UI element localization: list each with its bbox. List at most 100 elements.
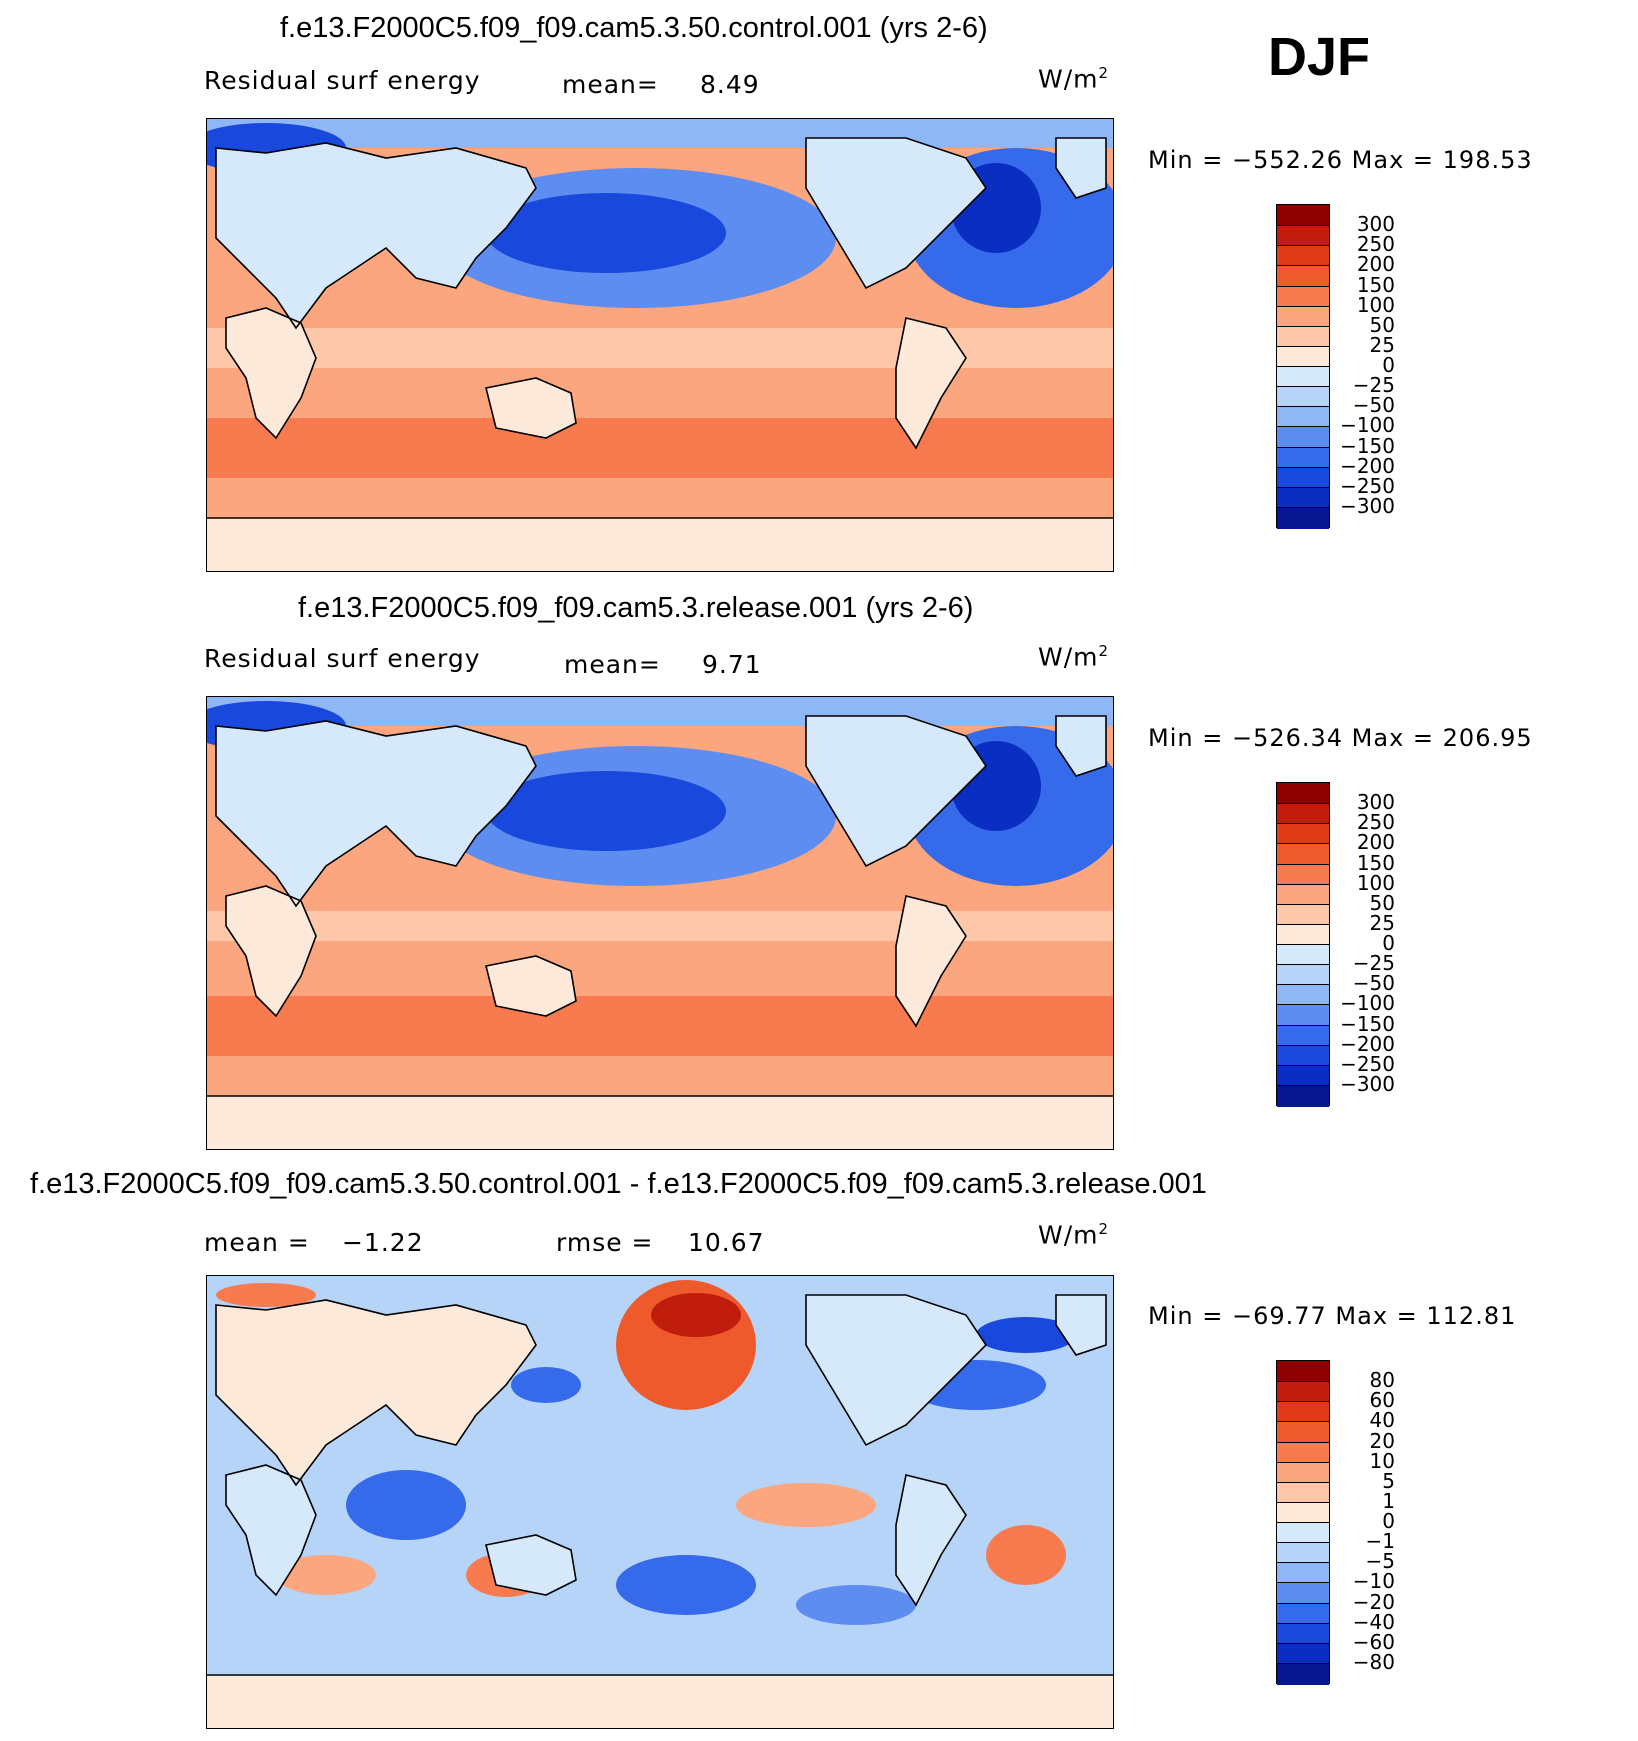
- colorbar-tick-label: 200: [1356, 252, 1395, 277]
- panel3-rmse-label: rmse =: [556, 1228, 654, 1257]
- colorbar-tick-label: 300: [1356, 212, 1395, 237]
- map-frame: [206, 696, 1114, 1150]
- colorbar-tick-label: −100: [1340, 991, 1395, 1016]
- colorbar-tick-label: −10: [1352, 1569, 1395, 1594]
- colorbar-swatch: [1277, 1542, 1329, 1564]
- north-america-continent: [806, 716, 986, 866]
- colorbar-tick-label: −250: [1340, 473, 1395, 498]
- colorbar-tick-label: 60: [1369, 1388, 1395, 1413]
- colorbar-swatch: [1277, 783, 1329, 804]
- colorbar-swatch: [1277, 205, 1329, 226]
- colorbar-tick-label: −300: [1340, 1071, 1395, 1096]
- antarctica-continent: [206, 1675, 1114, 1729]
- panel1-map: [206, 118, 1114, 572]
- colorbar-box: [1276, 1360, 1330, 1685]
- antarctica-continent: [206, 1096, 1114, 1150]
- colorbar-swatch: [1277, 1642, 1329, 1665]
- colorbar-tick-label: −40: [1352, 1609, 1395, 1634]
- panel2-minmax: Min = −526.34 Max = 206.95: [1148, 724, 1533, 752]
- colorbar-swatch: [1277, 1441, 1329, 1464]
- colorbar-tick-label: −60: [1352, 1629, 1395, 1654]
- eurasia-continent: [216, 721, 536, 906]
- colorbar-swatch: [1277, 823, 1329, 845]
- colorbar-swatch: [1277, 964, 1329, 986]
- colorbar-swatch: [1277, 863, 1329, 886]
- colorbar-swatch: [1277, 1024, 1329, 1047]
- colorbar-swatch: [1277, 1401, 1329, 1423]
- eurasia-continent: [216, 143, 536, 328]
- colorbar-swatch: [1277, 506, 1329, 529]
- colorbar-tick-label: 40: [1369, 1408, 1395, 1433]
- panel2-title: f.e13.F2000C5.f09_f09.cam5.3.release.001…: [298, 592, 974, 624]
- colorbar-tick-label: 0: [1382, 1509, 1395, 1533]
- colorbar-swatch: [1277, 406, 1329, 428]
- panel2-mean-label: mean=: [564, 650, 661, 679]
- colorbar-swatch: [1277, 1064, 1329, 1087]
- colorbar-swatch: [1277, 903, 1329, 926]
- colorbar-tick-label: 80: [1369, 1368, 1395, 1393]
- colorbar-swatch: [1277, 225, 1329, 247]
- colorbar-tick-label: −100: [1340, 413, 1395, 438]
- colorbar-tick-label: 25: [1369, 910, 1395, 935]
- colorbar-tick-label: 20: [1369, 1428, 1395, 1453]
- colorbar-tick-label: −250: [1340, 1051, 1395, 1076]
- colorbar-tick-label: −200: [1340, 1031, 1395, 1056]
- colorbar-swatch: [1277, 1662, 1329, 1685]
- panel3-map: [206, 1275, 1114, 1729]
- kuroshio-anomaly: [486, 193, 726, 273]
- panel2-variable: Residual surf energy: [204, 644, 481, 673]
- colorbar-tick-label: −50: [1352, 393, 1395, 418]
- australia-continent: [486, 956, 576, 1016]
- colorbar-tick-label: 5: [1382, 1468, 1395, 1493]
- colorbar-tick-label: 200: [1356, 830, 1395, 855]
- south-america-continent: [896, 896, 966, 1026]
- colorbar-box: [1276, 782, 1330, 1107]
- coastlines: [206, 1294, 1114, 1676]
- colorbar-tick-label: −25: [1352, 951, 1395, 976]
- colorbar-swatch: [1277, 944, 1329, 966]
- colorbar-tick-label: 300: [1356, 790, 1395, 815]
- southern-cool-anomaly: [796, 1585, 916, 1625]
- kuroshio-anomaly: [486, 771, 726, 851]
- greenland-continent: [1056, 1295, 1106, 1355]
- panel1-title: f.e13.F2000C5.f09_f09.cam5.3.50.control.…: [280, 12, 988, 44]
- colorbar-tick-label: 250: [1356, 232, 1395, 257]
- panel1-variable: Residual surf energy: [204, 66, 481, 95]
- southern-ocean-band: [206, 418, 1114, 478]
- colorbar-swatch: [1277, 883, 1329, 906]
- australia-continent: [486, 378, 576, 438]
- colorbar-tick-label: −20: [1352, 1589, 1395, 1614]
- south-pacific-cool-anomaly: [616, 1555, 756, 1615]
- colorbar-tick-label: −150: [1340, 1011, 1395, 1036]
- colorbar-tick-label: 0: [1382, 931, 1395, 955]
- colorbar-swatch: [1277, 1381, 1329, 1403]
- panel3-units: W/m2: [1038, 1220, 1110, 1250]
- colorbar-swatch: [1277, 1522, 1329, 1544]
- panel1-units: W/m2: [1038, 64, 1110, 94]
- colorbar-swatch: [1277, 245, 1329, 267]
- africa-continent: [226, 1465, 316, 1595]
- bering-peak-anomaly: [651, 1293, 741, 1337]
- arctic-warm-anomaly: [216, 1283, 316, 1307]
- colorbar-tick-label: −80: [1352, 1649, 1395, 1674]
- eurasia-continent: [216, 1300, 536, 1485]
- colorbar-tick-label: 150: [1356, 850, 1395, 875]
- colorbar-swatch: [1277, 1461, 1329, 1484]
- colorbar-swatch: [1277, 345, 1329, 368]
- colorbar-tick-label: −300: [1340, 493, 1395, 518]
- colorbar-swatch: [1277, 803, 1329, 825]
- panel3-rmse-value: 10.67: [688, 1228, 765, 1257]
- greenland-continent: [1056, 138, 1106, 198]
- coastlines: [206, 137, 1114, 519]
- colorbar-swatch: [1277, 466, 1329, 489]
- tropical-band: [206, 911, 1114, 941]
- panel2-mean-value: 9.71: [702, 650, 762, 679]
- colorbar-swatch: [1277, 1044, 1329, 1067]
- season-label: DJF: [1268, 27, 1371, 87]
- colorbar-tick-label: −5: [1365, 1549, 1395, 1574]
- colorbar-swatch: [1277, 1562, 1329, 1584]
- colorbar-tick-label: 100: [1356, 292, 1395, 317]
- colorbar-tick-label: 1: [1382, 1488, 1395, 1513]
- colorbar-swatch: [1277, 1084, 1329, 1107]
- south-indian-warm-anomaly: [276, 1555, 376, 1595]
